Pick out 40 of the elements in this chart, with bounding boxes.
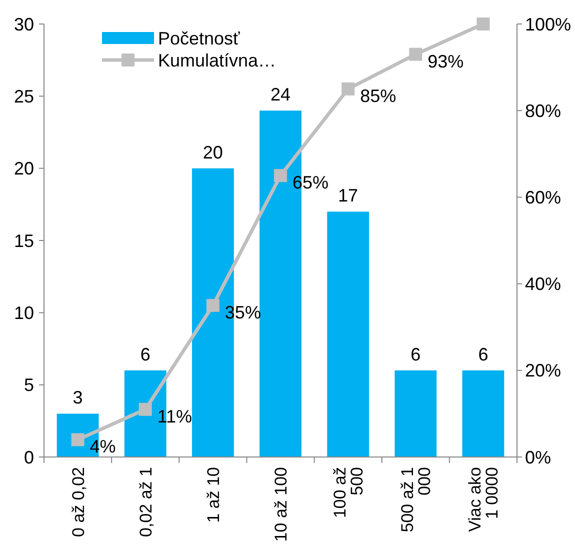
x-tick-label: Viac ako 1 0000 [466,467,502,532]
data-label: 6 [410,344,421,364]
data-label: 24 [270,84,291,105]
y-tick-label: 30 [14,14,34,34]
y2-tick-label: 100% [525,14,572,34]
legend-label: Početnosť [158,28,240,48]
point [409,48,422,61]
x-tick-label: 500 až 1 000 [398,467,434,532]
y-tick-label: 25 [14,86,34,106]
data-label: 6 [478,344,488,364]
y2-tick-label: 80% [525,100,562,121]
data-label: 20 [202,142,223,162]
data-label: 93% [428,51,464,72]
point [138,402,152,416]
x-tick-label: 10 až 100 [272,467,290,542]
y2-tick-label: 60% [525,188,562,208]
x-tick-label: 0,02 až 1 [136,467,156,537]
y-tick-label: 5 [24,375,34,396]
x-tick-label: 0 až 0,02 [68,467,88,537]
y-tick-label: 10 [14,302,34,323]
y2-tick-label: 40% [525,274,562,294]
y-tick-label: 0 [24,447,34,468]
legend-label: Kumulatívna… [158,50,276,70]
point [206,298,220,312]
x-tick-label: 1 až 10 [204,467,223,523]
x-tick-label: 100 až 500 [330,467,367,518]
data-label: 3 [72,388,83,408]
y2-tick-label: 0% [525,447,552,468]
y-tick-label: 20 [14,158,34,179]
y-tick-label: 15 [14,230,34,251]
point [476,18,490,30]
point [274,169,287,182]
bar [462,370,504,457]
bar [394,370,437,457]
point [342,82,355,96]
data-label: 85% [360,86,396,106]
y2-tick-label: 20% [525,360,562,381]
data-label: 6 [140,344,150,364]
data-label: 17 [338,186,358,206]
bar [327,212,370,457]
